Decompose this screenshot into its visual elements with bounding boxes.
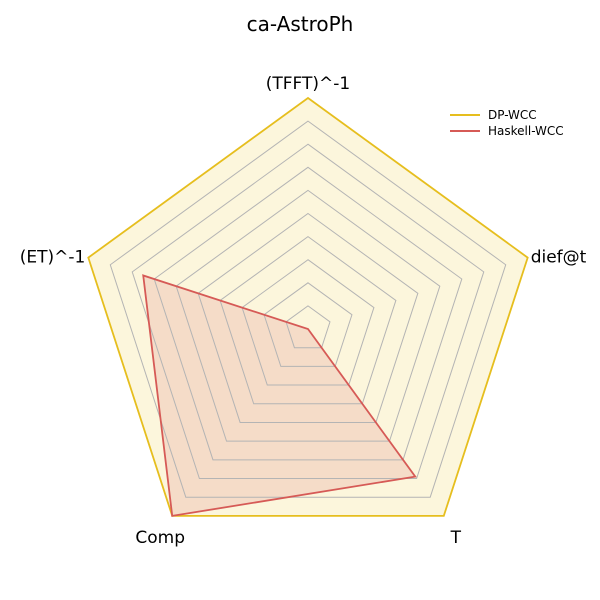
series-line-dp-wcc xyxy=(87,96,529,517)
grid-ring xyxy=(153,166,463,461)
grid-ring xyxy=(109,120,507,498)
grid-ring xyxy=(263,282,353,367)
axis-label: (ET)^-1 xyxy=(20,248,86,268)
legend-item-dp-wcc: DP-WCC xyxy=(450,107,564,123)
legend-swatch-dp-wcc xyxy=(450,114,480,116)
grid-ring xyxy=(131,143,485,480)
chart-title: ca-AstroPh xyxy=(246,12,354,36)
axis-label: T xyxy=(450,528,462,548)
grid-ring xyxy=(219,235,397,405)
grid-ring xyxy=(175,189,441,442)
series-line-haskell-wcc xyxy=(142,274,417,517)
legend: DP-WCC Haskell-WCC xyxy=(450,107,564,139)
grid-ring xyxy=(197,212,419,423)
legend-label-haskell-wcc: Haskell-WCC xyxy=(488,124,564,138)
grid-ring xyxy=(285,305,331,349)
legend-label-dp-wcc: DP-WCC xyxy=(488,108,537,122)
axis-label: dief@t xyxy=(531,248,587,268)
axis-label: (TFFT)^-1 xyxy=(266,74,351,94)
legend-swatch-haskell-wcc xyxy=(450,130,480,132)
grid-ring xyxy=(241,259,375,386)
axis-label: Comp xyxy=(135,528,185,548)
legend-item-haskell-wcc: Haskell-WCC xyxy=(450,123,564,139)
